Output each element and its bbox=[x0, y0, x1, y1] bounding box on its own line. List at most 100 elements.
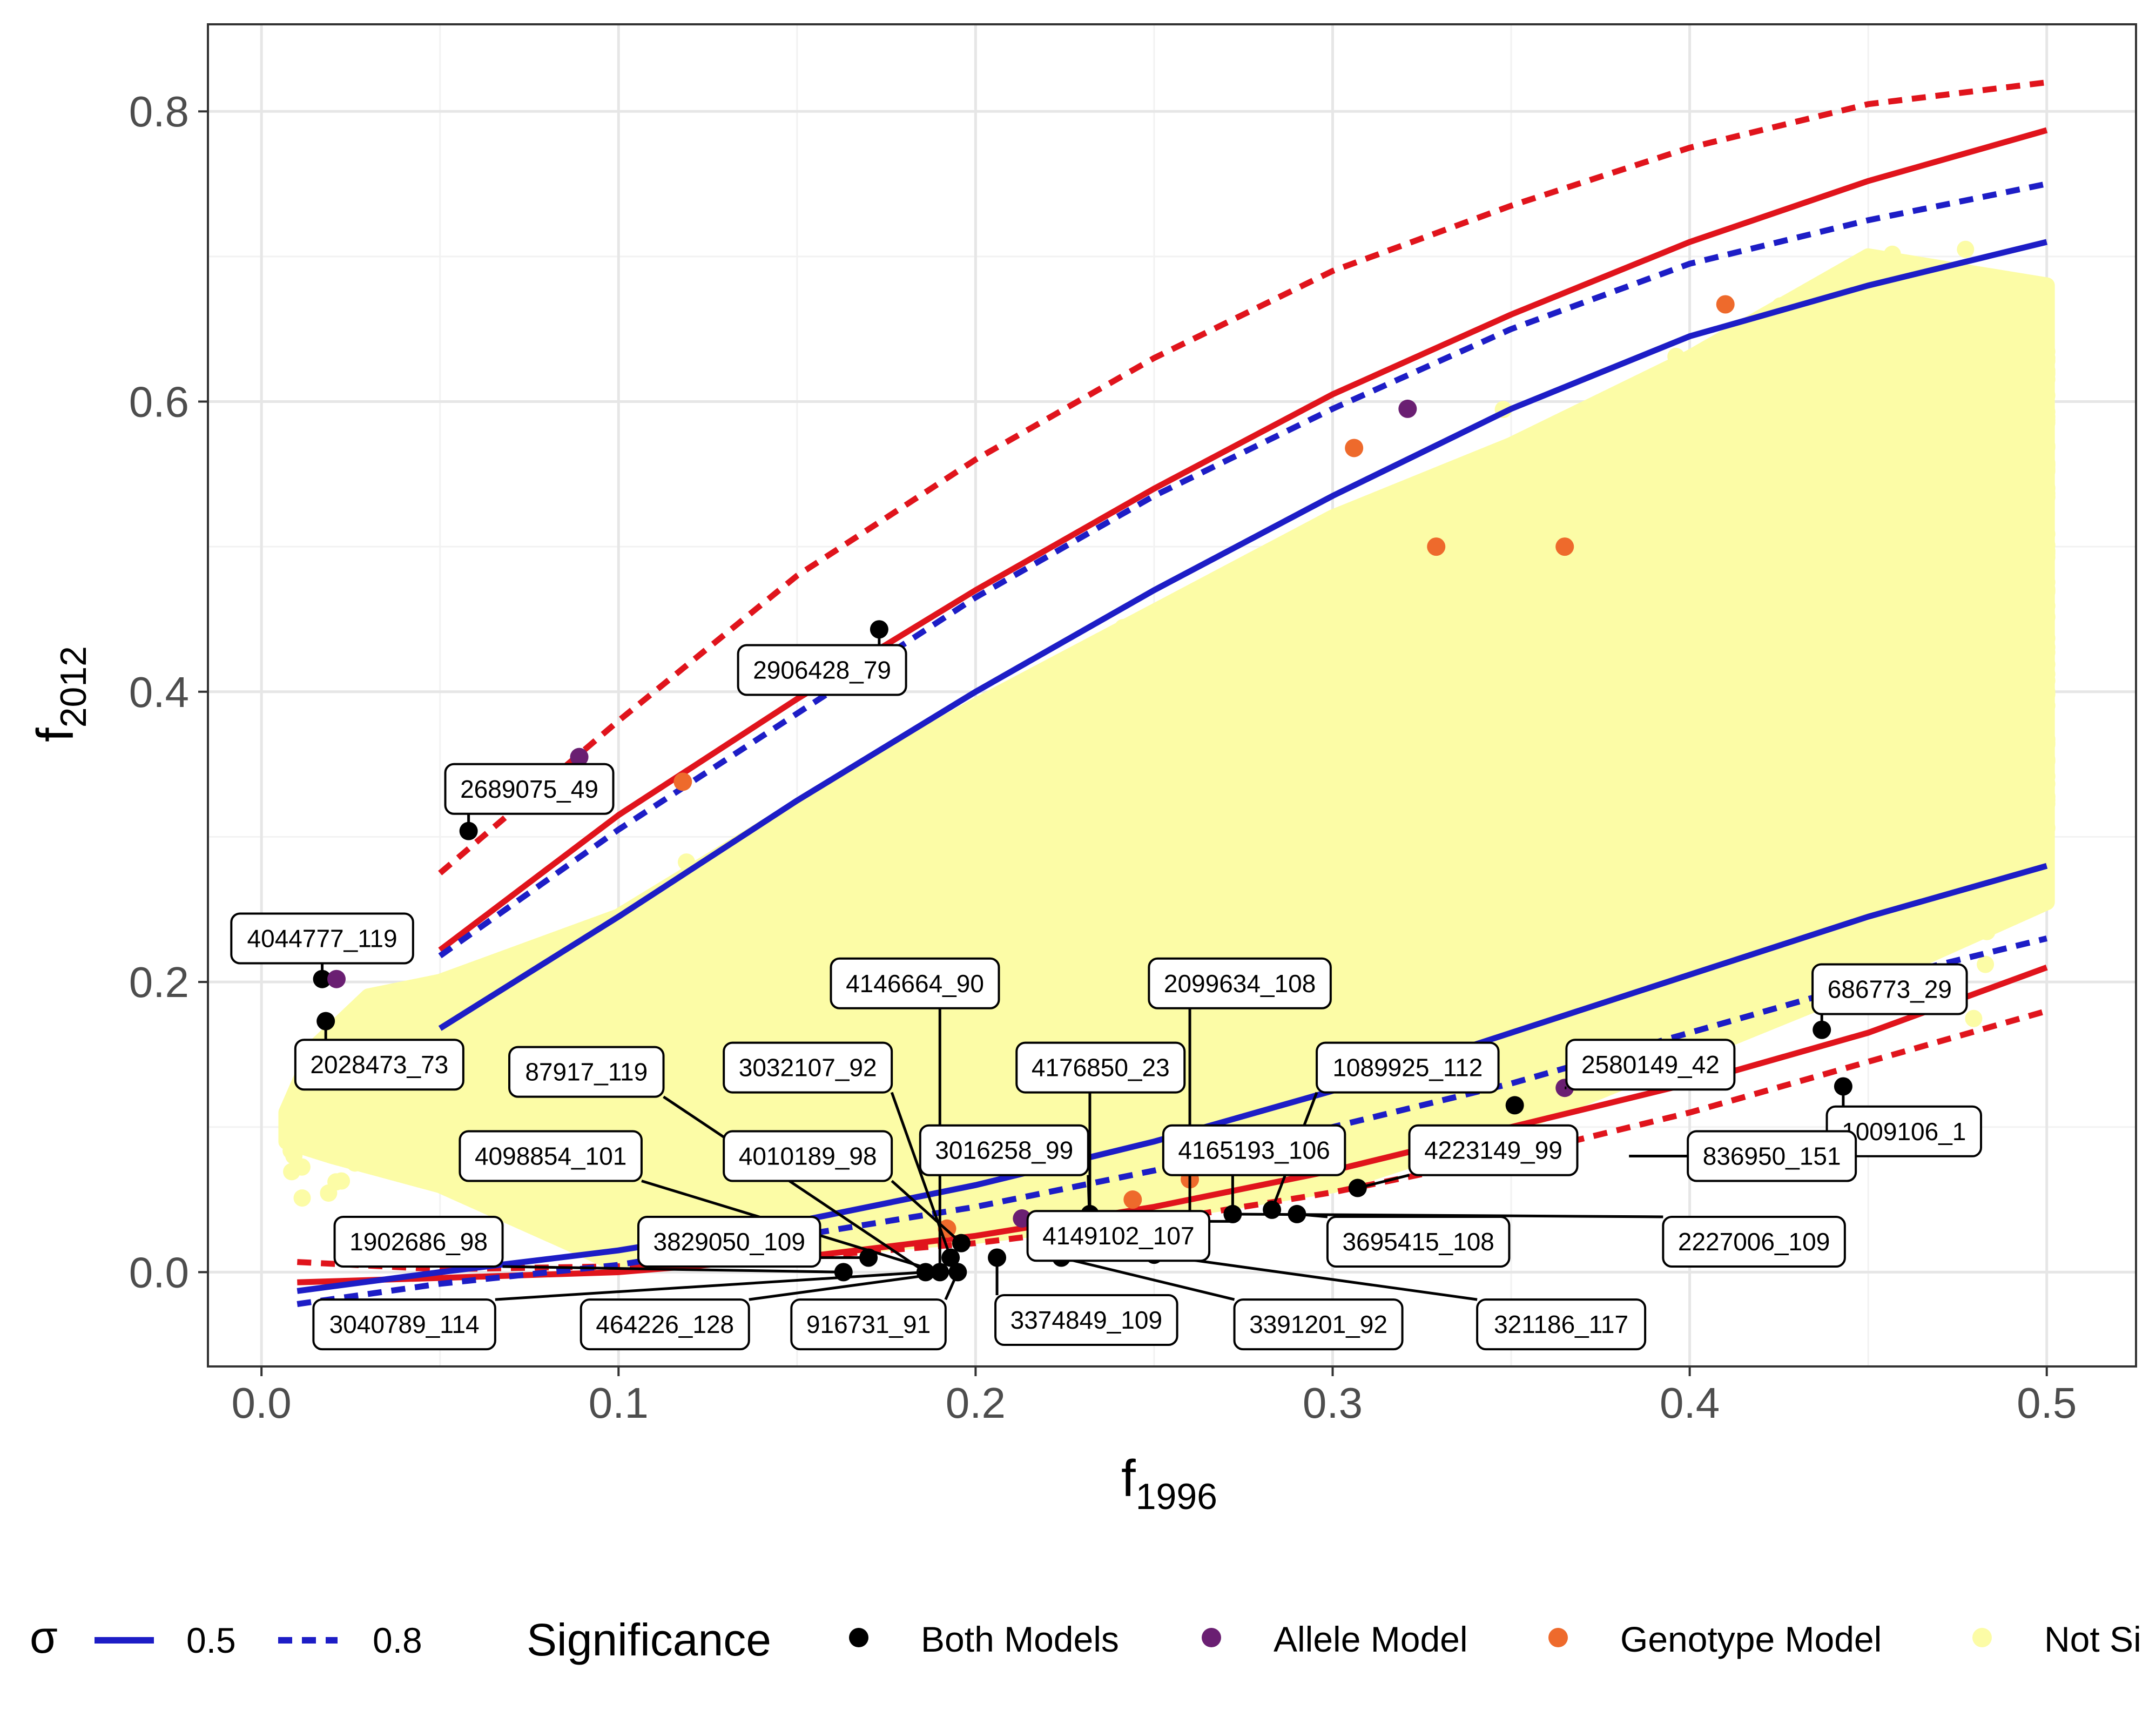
point-not-significant bbox=[1048, 858, 1066, 876]
point-not-significant bbox=[327, 1173, 345, 1191]
snp-label-text: 4010189_98 bbox=[739, 1142, 877, 1170]
point-not-significant bbox=[1001, 892, 1019, 910]
snp-label: 4223149_99 bbox=[1408, 1124, 1579, 1176]
point-not-significant bbox=[874, 919, 892, 937]
point-not-significant bbox=[774, 941, 792, 959]
point-not-significant bbox=[1049, 785, 1067, 802]
point-not-significant bbox=[1343, 763, 1360, 780]
point-not-significant bbox=[1640, 672, 1658, 690]
point-not-significant bbox=[1493, 797, 1511, 815]
point-not-significant bbox=[1098, 1092, 1116, 1109]
point-not-significant bbox=[1760, 513, 1778, 530]
point-not-significant bbox=[850, 877, 867, 895]
point-not-significant bbox=[1726, 440, 1744, 457]
point-not-significant bbox=[1339, 920, 1357, 938]
point-not-significant bbox=[1402, 997, 1419, 1014]
point-not-significant bbox=[1362, 924, 1380, 942]
point-not-significant bbox=[1171, 657, 1189, 675]
point-not-significant bbox=[1903, 590, 1921, 608]
point-not-significant bbox=[2003, 531, 2020, 549]
point-not-significant bbox=[1323, 750, 1341, 768]
point-not-significant bbox=[1078, 990, 1096, 1008]
point-not-significant bbox=[644, 1110, 662, 1128]
point-not-significant bbox=[2038, 408, 2056, 426]
point-not-significant bbox=[1248, 824, 1266, 841]
snp-label-text: 464226_128 bbox=[596, 1310, 734, 1338]
point-not-significant bbox=[1432, 824, 1450, 842]
snp-label-box bbox=[830, 957, 1000, 1009]
point-not-significant bbox=[2038, 638, 2056, 656]
point-not-significant bbox=[1527, 991, 1545, 1008]
point-not-significant bbox=[1769, 670, 1787, 688]
snp-label-text: 2099634_108 bbox=[1164, 969, 1316, 998]
point-not-significant bbox=[1177, 674, 1195, 691]
point-not-significant bbox=[1002, 993, 1020, 1011]
point-not-significant bbox=[1571, 519, 1588, 537]
point-not-significant bbox=[1135, 904, 1153, 922]
blue-solid-curve bbox=[297, 863, 2048, 1294]
point-not-significant bbox=[1296, 667, 1314, 685]
point-not-significant bbox=[1757, 769, 1775, 786]
point-not-significant bbox=[961, 940, 979, 957]
point-not-significant bbox=[1409, 914, 1426, 932]
point-not-significant bbox=[1955, 627, 1973, 644]
point-not-significant bbox=[1245, 773, 1263, 791]
point-not-significant bbox=[2038, 488, 2056, 506]
point-not-significant bbox=[1888, 754, 1905, 772]
point-not-significant bbox=[1591, 819, 1608, 837]
point-not-significant bbox=[1948, 302, 1965, 320]
point-not-significant bbox=[1928, 848, 1945, 865]
point-not-significant bbox=[1794, 820, 1812, 838]
point-not-significant bbox=[1391, 585, 1409, 603]
point-not-significant bbox=[1171, 776, 1189, 793]
point-not-significant bbox=[1445, 880, 1463, 898]
point-not-significant bbox=[1555, 740, 1573, 758]
label-leader-line bbox=[502, 1265, 844, 1274]
point-not-significant bbox=[2038, 439, 2056, 456]
snp-label-text: 3829050_109 bbox=[653, 1228, 805, 1256]
point-not-significant bbox=[1202, 671, 1220, 688]
point-not-significant bbox=[825, 797, 843, 814]
point-not-significant bbox=[1516, 719, 1534, 737]
point-not-significant bbox=[1633, 495, 1650, 513]
point-not-significant bbox=[1102, 1012, 1119, 1030]
legend-sigma-0-8-label: 0.8 bbox=[373, 1620, 422, 1660]
point-not-significant bbox=[1683, 775, 1701, 792]
point-not-significant bbox=[1452, 768, 1470, 786]
point-not-significant bbox=[1308, 1008, 1325, 1026]
point-not-significant bbox=[1884, 679, 1902, 697]
point-not-significant bbox=[486, 1096, 503, 1114]
point-not-significant bbox=[693, 1076, 711, 1094]
snp-label: 3032107_92 bbox=[723, 1041, 893, 1094]
point-not-significant bbox=[1451, 639, 1469, 657]
point-not-significant bbox=[1717, 748, 1735, 765]
point-not-significant bbox=[1005, 681, 1022, 699]
point-not-significant bbox=[1010, 833, 1028, 851]
y-tick-label: 0.8 bbox=[129, 87, 189, 136]
point-not-significant bbox=[1298, 918, 1316, 935]
snp-label: 3829050_109 bbox=[637, 1215, 821, 1268]
snp-label: 686773_29 bbox=[1811, 963, 1968, 1015]
point-not-significant bbox=[1659, 735, 1676, 752]
point-not-significant bbox=[1019, 943, 1037, 960]
point-not-significant bbox=[463, 1032, 481, 1049]
legend-key-both-models bbox=[849, 1628, 868, 1647]
point-not-significant bbox=[1689, 425, 1707, 442]
point-not-significant bbox=[796, 957, 813, 975]
point-not-significant bbox=[1799, 509, 1817, 527]
point-not-significant bbox=[1392, 610, 1410, 628]
point-not-significant bbox=[1630, 731, 1647, 749]
point-not-significant bbox=[437, 1112, 454, 1130]
point-not-significant bbox=[1956, 671, 1973, 689]
point-not-significant bbox=[1495, 723, 1513, 740]
point-allele bbox=[327, 969, 346, 988]
y-tick-label: 0.0 bbox=[129, 1248, 189, 1296]
point-not-significant bbox=[803, 1016, 820, 1033]
point-not-significant bbox=[1854, 750, 1871, 768]
axis-ticks: 0.0 0.1 0.2 0.3 0.4 0.5 0.0 0.2 0.4 0.6 0.8 bbox=[129, 87, 2077, 1427]
point-not-significant bbox=[1517, 666, 1534, 684]
point-not-significant bbox=[1445, 918, 1462, 936]
point-genotype bbox=[1716, 295, 1735, 314]
snp-label-text: 4176850_23 bbox=[1032, 1054, 1170, 1082]
point-not-significant bbox=[1863, 493, 1881, 511]
